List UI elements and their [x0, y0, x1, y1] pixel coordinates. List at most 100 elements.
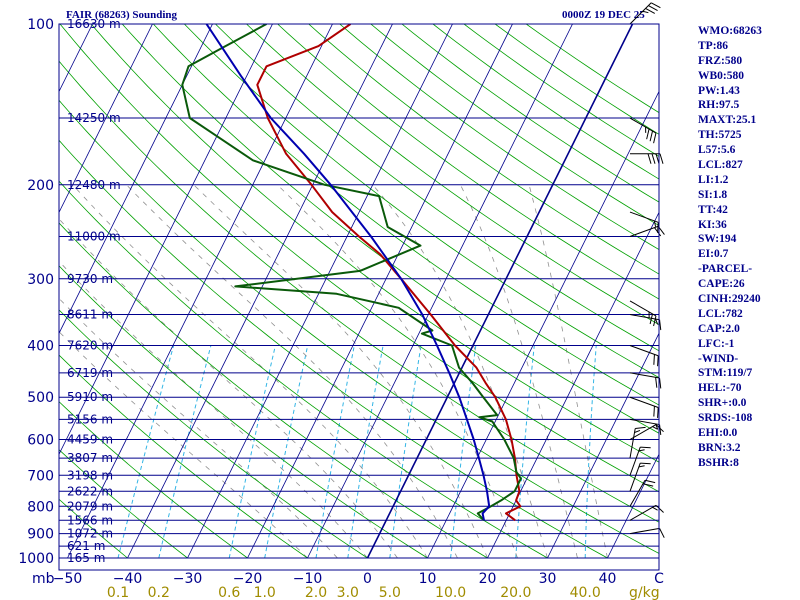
dry-adiabat-line: [90, 24, 659, 463]
mixing-ratio-line: [117, 345, 175, 559]
height-level-label: 3807 m: [67, 451, 113, 465]
isotherm-line: [247, 24, 513, 559]
height-level-label: 3198 m: [67, 468, 113, 482]
index-item: TT:42: [698, 203, 728, 216]
index-item: LI:1.2: [698, 173, 729, 186]
dry-adiabat-line: [277, 24, 659, 300]
height-level-label: 621 m: [67, 539, 105, 553]
height-level-label: 5910 m: [67, 390, 113, 404]
dry-adiabat-line: [339, 24, 659, 251]
dry-adiabat-line: [59, 99, 659, 554]
height-level-label: 5156 m: [67, 412, 113, 426]
index-item: WB0:580: [698, 69, 744, 82]
temperature-tick-label: 10: [419, 571, 437, 587]
mixing-ratio-unit-label: g/kg: [629, 585, 660, 600]
index-item: LFC:-1: [698, 337, 735, 350]
index-item: LCL:827: [698, 159, 743, 172]
plot-frame: [58, 23, 660, 571]
height-level-label: 16630 m: [67, 17, 121, 31]
height-level-label: 12480 m: [67, 178, 121, 192]
temperature-tick-label: −20: [233, 571, 263, 587]
index-item: EHI:0.0: [698, 427, 738, 440]
dry-adiabat-line: [121, 24, 659, 434]
index-item: TH:5725: [698, 129, 742, 142]
wind-barb: [629, 527, 665, 538]
isotherm-line: [127, 24, 393, 559]
stability-indices-panel: WMO:68263 TP:86 FRZ:580 WB0:580 PW:1.43 RH:97…: [698, 24, 798, 471]
isotherm-line: [59, 24, 153, 214]
dry-adiabat-line: [59, 401, 248, 559]
index-item: EI:0.7: [698, 248, 729, 261]
index-item: RH:97.5: [698, 99, 740, 112]
pressure-tick-label: 200: [27, 178, 54, 194]
pressure-tick-label: 400: [27, 339, 54, 355]
moist-adiabat-line: [528, 184, 608, 559]
index-item: -PARCEL-: [698, 263, 753, 276]
dry-adiabat-line: [59, 24, 659, 493]
dry-adiabat-line: [308, 24, 659, 275]
height-level-label: 2622 m: [67, 484, 113, 498]
mixing-ratio-tick-label: 1.0: [254, 585, 276, 600]
index-item: WMO:68263: [698, 25, 762, 37]
height-level-label: 4459 m: [67, 433, 113, 447]
height-level-label: 14250 m: [67, 111, 121, 125]
dry-adiabat-line: [59, 139, 608, 559]
isotherm-line: [607, 453, 659, 559]
index-item: STM:119/7: [698, 367, 753, 380]
isotherm-line: [59, 24, 273, 456]
dry-adiabat-line: [215, 24, 659, 352]
temperature-tick-label: 20: [479, 571, 497, 587]
pressure-tick-label: 300: [27, 272, 54, 288]
pressure-tick-label: 800: [27, 499, 54, 515]
mixing-ratio-line: [264, 345, 309, 559]
wind-barb: [629, 479, 656, 507]
isotherm-line: [427, 90, 659, 559]
mixing-ratio-line: [228, 345, 276, 559]
mixing-ratio-tick-label: 5.0: [379, 585, 401, 600]
dewpoint-profile: [181, 24, 522, 521]
mixing-ratio-line: [450, 345, 477, 559]
index-item: SHR+:0.0: [698, 397, 747, 410]
index-item: CINH:29240: [698, 293, 761, 306]
index-item: -WIND-: [698, 352, 739, 365]
height-level-label: 11000 m: [67, 229, 121, 243]
pressure-tick-label: 700: [27, 468, 54, 484]
dry-adiabat-line: [59, 60, 659, 523]
mixing-ratio-tick-label: 2.0: [305, 585, 327, 600]
temperature-tick-label: 0: [363, 571, 372, 587]
height-level-label: 2079 m: [67, 499, 113, 513]
moist-adiabat-line: [126, 184, 458, 559]
wind-barb: [629, 424, 664, 440]
height-level-label: 7620 m: [67, 339, 113, 353]
mixing-ratio-tick-label: 0.2: [148, 585, 170, 600]
wind-barb: [629, 300, 657, 327]
dry-adiabat-line: [184, 24, 659, 379]
wind-barb: [629, 504, 664, 521]
height-level-label: 1072 m: [67, 527, 113, 541]
wind-barb: [629, 396, 659, 418]
mixing-ratio-tick-label: 20.0: [500, 585, 531, 600]
wind-barb: [629, 345, 659, 367]
temperature-tick-label: −50: [53, 571, 83, 587]
height-level-label: 165 m: [67, 551, 105, 565]
height-level-label: 9730 m: [67, 272, 113, 286]
index-item: PW:1.43: [698, 84, 740, 97]
dry-adiabat-line: [370, 24, 659, 227]
wind-barb: [630, 153, 664, 164]
temperature-unit-label: C: [654, 571, 664, 587]
mixing-ratio-tick-label: 3.0: [337, 585, 359, 600]
wind-barb: [629, 314, 662, 331]
index-item: FRZ:580: [698, 54, 743, 67]
isotherm-line: [307, 24, 573, 559]
mixing-ratio-lines: [117, 345, 597, 559]
dry-adiabat-line: [432, 24, 659, 180]
index-item: BSHR:8: [698, 456, 739, 469]
height-level-label: 1566 m: [67, 513, 113, 527]
temperature-tick-label: −10: [293, 571, 323, 587]
dry-adiabat-line: [59, 265, 428, 559]
index-item: SRDS:-108: [698, 412, 753, 425]
index-item: LCL:782: [698, 307, 743, 320]
temperature-tick-label: 40: [599, 571, 617, 587]
